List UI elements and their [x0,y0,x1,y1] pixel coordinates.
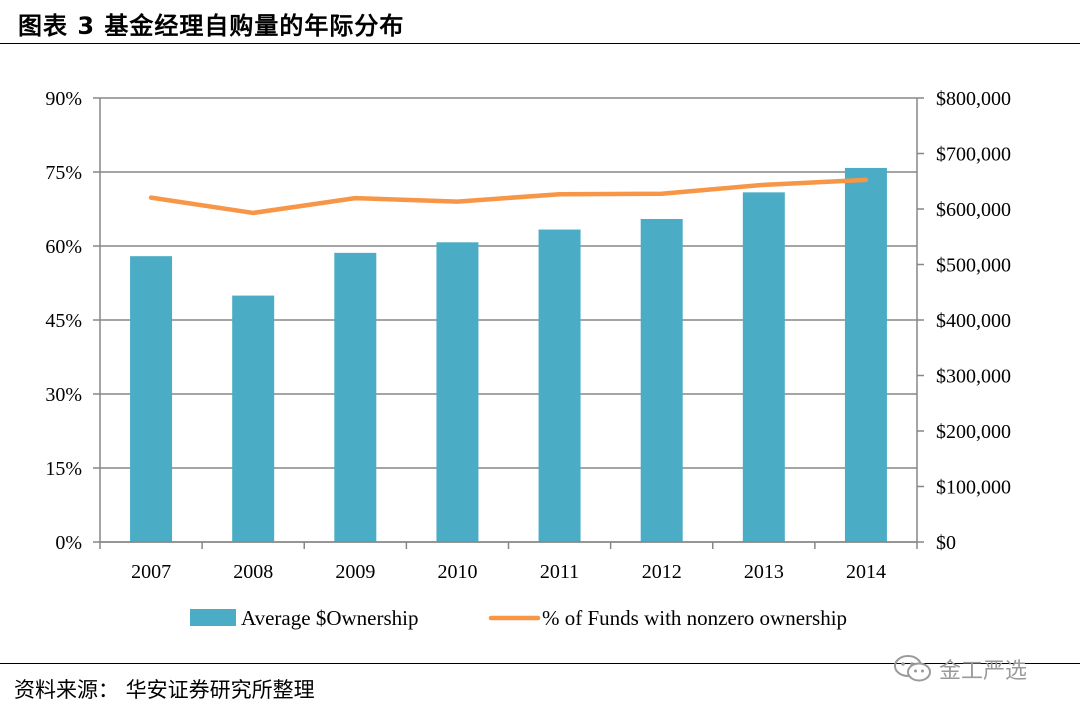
x-tick-label: 2014 [846,561,886,583]
left-tick-label: 30% [45,384,82,406]
bar [334,252,377,542]
x-tick-label: 2009 [335,561,375,583]
wechat-icon [894,655,931,682]
bar-series [130,167,887,543]
axes: 0% 15% 30% 45% 60% 75% 90% $0 $100,000 $200,000 $3… [45,88,1011,583]
grid-lines [100,97,917,543]
bar [742,192,785,542]
right-tick-label: $500,000 [936,255,1011,277]
line-series [148,177,869,216]
left-tick-label: 45% [45,310,82,332]
right-tick-label: $300,000 [936,366,1011,388]
page-title: 图表 3 基金经理自购量的年际分布 [18,12,405,40]
watermark-text: 金工严选 [939,659,1028,684]
watermark: 金工严选 [893,652,1027,686]
bar [640,218,683,543]
legend: Average $Ownership % of Funds with nonzer… [190,606,847,630]
x-tick-label: 2013 [744,561,784,583]
legend-label-bar: Average $Ownership [241,606,418,630]
left-tick-label: 90% [45,88,82,110]
legend-label-line: % of Funds with nonzero ownership [542,606,847,630]
left-tick-label: 15% [45,458,82,480]
x-tick-label: 2010 [437,561,477,583]
right-tick-label: $600,000 [936,199,1011,221]
line-path [148,177,869,216]
bar [232,295,275,542]
x-tick-label: 2011 [540,561,579,583]
source-note: 资料来源： 华安证券研究所整理 [14,678,315,702]
right-tick-label: $100,000 [936,477,1011,499]
title-divider [0,43,1080,44]
left-tick-label: 60% [45,236,82,258]
x-tick-label: 2008 [233,561,273,583]
x-tick-label: 2012 [642,561,682,583]
right-tick-label: $700,000 [936,144,1011,166]
legend-swatch-bar [190,609,236,626]
x-tick-label: 2007 [131,561,171,583]
right-tick-label: $0 [936,532,956,554]
bar [844,167,887,542]
bar [538,229,581,542]
right-tick-label: $400,000 [936,310,1011,332]
right-tick-label: $200,000 [936,421,1011,443]
right-tick-label: $800,000 [936,88,1011,110]
bar [436,242,479,543]
bar [130,256,173,542]
left-tick-label: 75% [45,162,82,184]
left-tick-label: 0% [55,532,82,554]
footer-divider [0,663,1080,664]
